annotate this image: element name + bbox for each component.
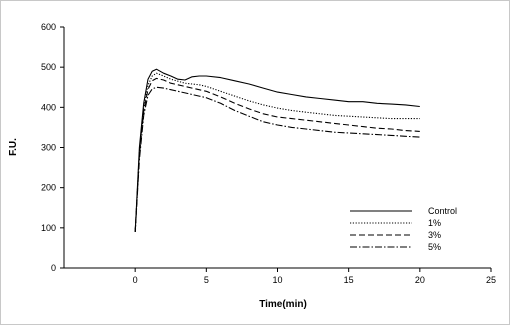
x-axis-label: Time(min) (259, 299, 307, 310)
series-lines (134, 68, 420, 232)
y-tick-label: 600 (41, 22, 56, 32)
legend-label: 3% (428, 230, 441, 240)
y-tick-label: 500 (41, 62, 56, 72)
x-tick-label: 5 (204, 275, 209, 285)
axis-ticks: 0 5 10 15 20 25 0 100 200 300 400 500 600 (41, 22, 496, 285)
chart-axes (63, 27, 491, 269)
series-line-control (134, 68, 420, 232)
x-tick-label: 10 (272, 275, 282, 285)
series-line-3pct (134, 77, 420, 232)
y-axis-label: F.U. (8, 138, 19, 156)
x-tick-label: 0 (133, 275, 138, 285)
x-tick-label: 25 (486, 275, 496, 285)
legend-label: 1% (428, 218, 441, 228)
y-tick-label: 0 (51, 263, 56, 273)
legend-label: Control (428, 206, 457, 216)
legend: Control 1% 3% 5% (350, 206, 457, 252)
series-line-1pct (134, 72, 420, 232)
x-tick-label: 15 (344, 275, 354, 285)
y-tick-label: 300 (41, 143, 56, 153)
series-line-5pct (134, 86, 420, 232)
legend-label: 5% (428, 242, 441, 252)
y-tick-label: 400 (41, 102, 56, 112)
x-tick-label: 20 (415, 275, 425, 285)
y-tick-label: 100 (41, 223, 56, 233)
y-tick-label: 200 (41, 183, 56, 193)
